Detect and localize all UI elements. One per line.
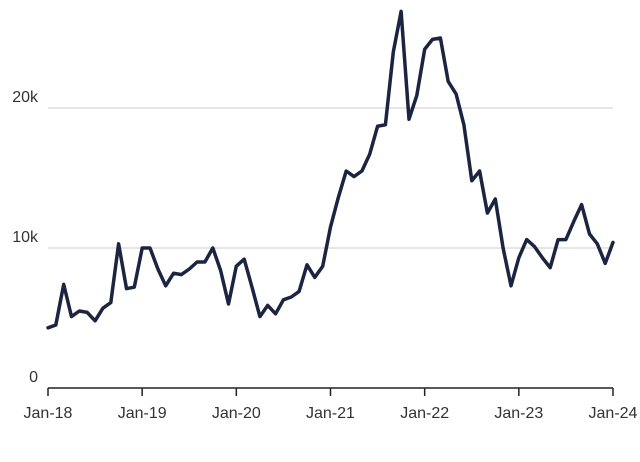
y-tick-label: 20k	[12, 89, 39, 106]
x-tick-label: Jan-20	[212, 405, 261, 422]
x-tick-label: Jan-24	[589, 405, 638, 422]
x-tick-label: Jan-21	[306, 405, 355, 422]
x-tick-label: Jan-18	[24, 405, 73, 422]
series-line	[46, 9, 615, 330]
x-axis-tick-labels: Jan-18 Jan-19 Jan-20 Jan-21 Jan-22 Jan-23 Jan-…	[24, 388, 638, 422]
y-tick-label: 0	[29, 369, 38, 386]
y-tick-label: 10k	[12, 229, 39, 246]
x-tick-label: Jan-22	[400, 405, 449, 422]
x-tick-label: Jan-19	[118, 405, 167, 422]
series-layer	[46, 9, 615, 330]
y-axis-tick-labels: 0 10k 20k	[12, 89, 39, 386]
x-tick-label: Jan-23	[494, 405, 543, 422]
